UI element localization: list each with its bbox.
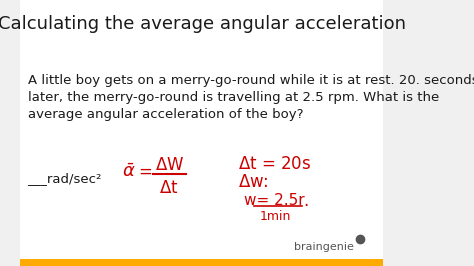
- Text: ___rad/sec²: ___rad/sec²: [27, 172, 102, 185]
- FancyBboxPatch shape: [20, 259, 383, 266]
- Text: Calculating the average angular acceleration: Calculating the average angular accelera…: [0, 15, 406, 33]
- Text: braingenie: braingenie: [294, 242, 355, 252]
- Text: A little boy gets on a merry-go-round while it is at rest. 20. seconds
later, th: A little boy gets on a merry-go-round wh…: [27, 74, 474, 122]
- Text: $\Delta$t: $\Delta$t: [159, 178, 179, 197]
- Text: $\Delta$w:: $\Delta$w:: [238, 173, 269, 191]
- Text: =: =: [138, 163, 153, 181]
- Text: $\Delta$t = 20s: $\Delta$t = 20s: [238, 155, 311, 173]
- Text: .: .: [303, 192, 309, 210]
- FancyBboxPatch shape: [20, 48, 383, 266]
- Text: $\Delta$W: $\Delta$W: [155, 156, 184, 174]
- Text: $\bar{\alpha}$: $\bar{\alpha}$: [122, 163, 136, 181]
- FancyBboxPatch shape: [20, 0, 383, 48]
- Text: w= 2.5r: w= 2.5r: [244, 193, 304, 208]
- Text: 1min: 1min: [260, 210, 292, 223]
